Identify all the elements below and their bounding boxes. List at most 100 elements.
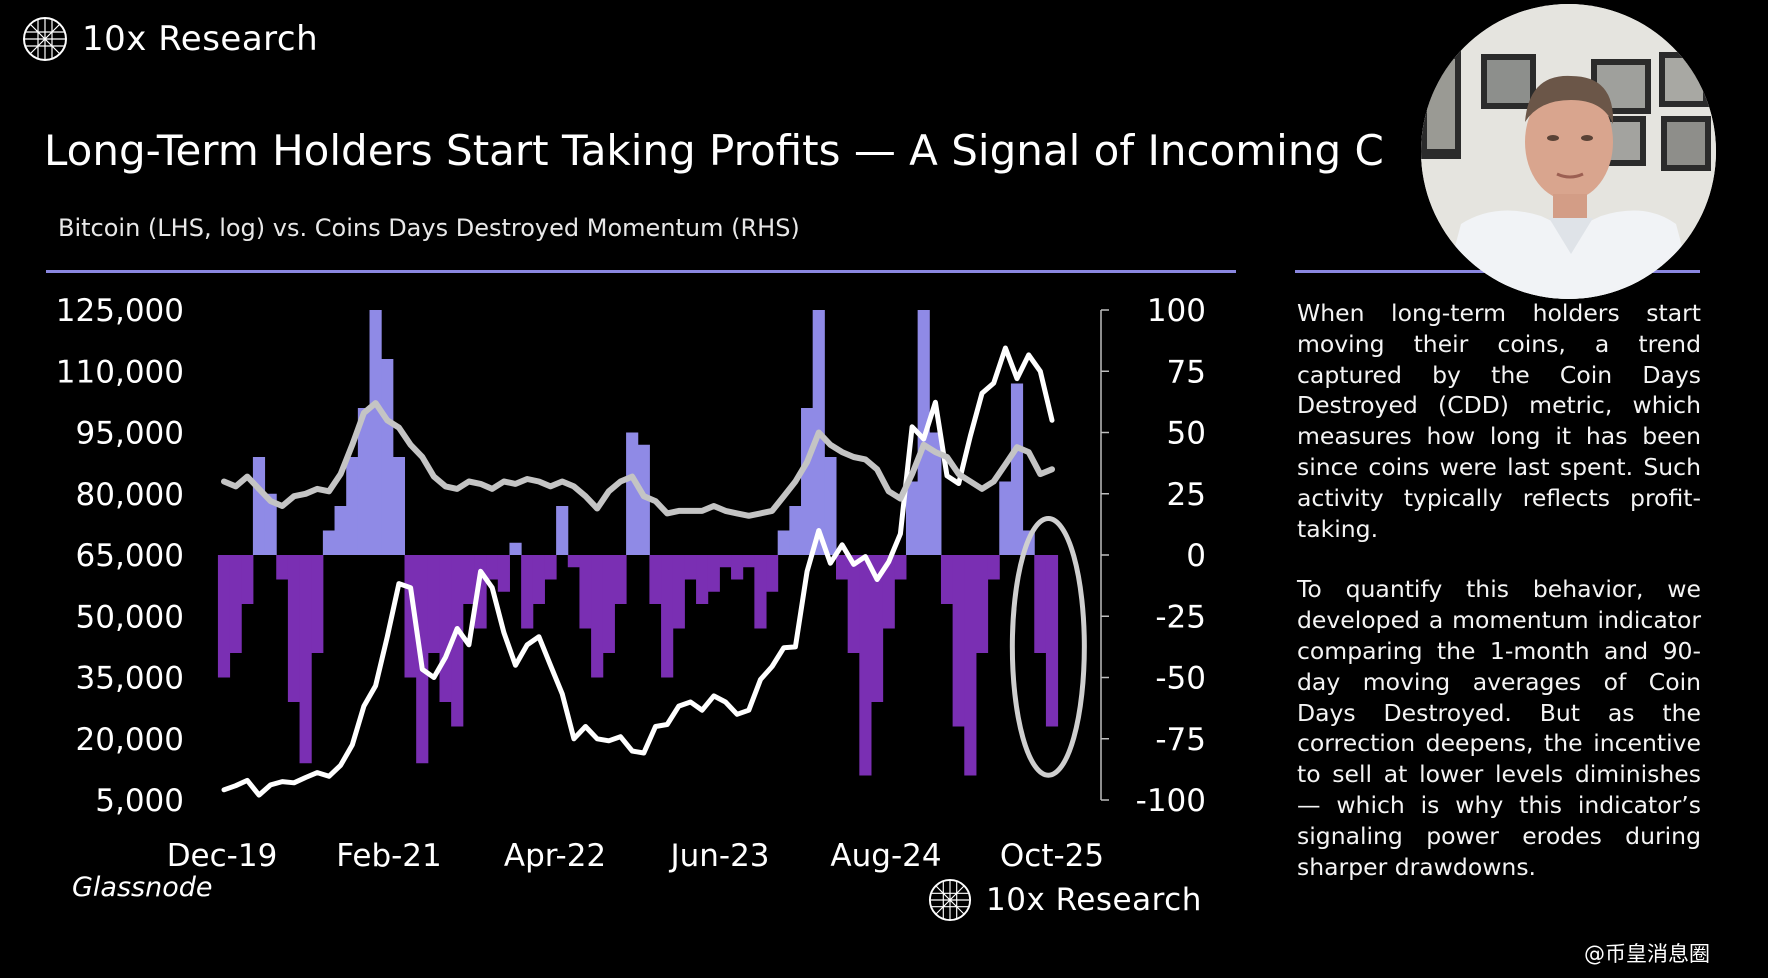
cdd-bar: [999, 481, 1012, 555]
cdd-bar: [870, 555, 884, 702]
cdd-bar: [486, 555, 499, 580]
watermark-text: @币皇消息圈: [1584, 942, 1710, 966]
globe-icon: [23, 17, 67, 61]
x-axis-tick-label: Apr-22: [504, 838, 606, 874]
left-axis-tick-label: 80,000: [76, 477, 184, 513]
watermark: @币皇消息圈: [1584, 938, 1710, 968]
cdd-bar: [509, 542, 522, 555]
cdd-bar: [626, 432, 639, 555]
cdd-bar: [905, 481, 919, 555]
commentary-paragraph-1: When long-term holders start moving thei…: [1297, 299, 1701, 543]
bitcoin-line: [221, 345, 1055, 798]
cdd-bar: [952, 555, 965, 727]
cdd-bar: [439, 555, 452, 702]
cdd-bar: [357, 408, 371, 555]
right-axis-tick-label: 0: [1186, 538, 1206, 574]
x-axis-tick-label: Aug-24: [830, 838, 941, 874]
cdd-bar: [929, 432, 942, 555]
brand-name: 10x Research: [82, 19, 319, 59]
cdd-bar: [602, 555, 615, 653]
cdd-bar: [462, 555, 475, 604]
cdd-bar: [1010, 383, 1024, 555]
left-axis-tick-label: 20,000: [76, 722, 184, 758]
cdd-bar: [579, 555, 592, 629]
left-axis-tick-label: 50,000: [76, 599, 184, 635]
cdd-bar: [1045, 555, 1059, 727]
left-axis-tick-label: 125,000: [56, 293, 184, 329]
cdd-bar: [334, 506, 347, 555]
right-axis-tick-label: 75: [1167, 354, 1206, 390]
cdd-bar: [346, 457, 359, 555]
page-title: Long-Term Holders Start Taking Profits —…: [44, 126, 1384, 175]
cdd-bar: [217, 555, 231, 678]
cdd-bar: [556, 506, 569, 555]
highlight-ellipse: [1009, 516, 1087, 778]
right-axis-tick-label: -75: [1155, 722, 1206, 758]
cdd-bar: [766, 555, 779, 592]
source-label: Glassnode: [72, 872, 213, 903]
x-axis-tick-label: Feb-21: [336, 838, 442, 874]
cdd-bar: [299, 555, 312, 764]
cdd-bar: [847, 555, 860, 653]
cdd-smoothed-line: [221, 400, 1055, 519]
right-axis-tick-label: 100: [1147, 293, 1206, 329]
cdd-bar: [777, 530, 790, 555]
cdd-bar: [229, 555, 242, 653]
cdd-bar: [754, 555, 767, 629]
cdd-bar: [451, 555, 464, 727]
cdd-bar: [241, 555, 254, 604]
cdd-bar: [964, 555, 977, 776]
cdd-bar: [859, 555, 872, 776]
commentary-paragraph-2: To quantify this behavior, we developed …: [1297, 575, 1701, 881]
brand-logo: 10x Research: [22, 16, 318, 62]
left-axis-tick-label: 35,000: [76, 661, 184, 697]
cdd-bar: [369, 310, 382, 555]
cdd-bar: [322, 530, 336, 555]
right-axis-tick-label: 25: [1167, 477, 1206, 513]
cdd-bar: [824, 457, 837, 555]
cdd-bar: [684, 555, 697, 580]
divider-left: [46, 270, 1236, 273]
cdd-bar: [544, 555, 557, 580]
footer-brand-name: 10x Research: [986, 882, 1202, 918]
x-axis-tick-label: Oct-25: [1000, 838, 1104, 874]
cdd-bar: [894, 555, 907, 580]
cdd-bar: [987, 555, 1000, 580]
cdd-bar: [1034, 555, 1047, 653]
footer-brand: 10x Research: [928, 878, 1202, 922]
cdd-bar: [276, 555, 289, 580]
cdd-bar: [614, 555, 627, 604]
right-axis-tick-label: 50: [1167, 416, 1206, 452]
cdd-bar: [975, 555, 989, 653]
left-axis-tick-label: 5,000: [95, 783, 184, 819]
right-axis-tick-label: -100: [1136, 783, 1206, 819]
x-axis-tick-label: Jun-23: [668, 838, 769, 874]
cdd-bar: [381, 359, 394, 555]
cdd-bar: [264, 493, 277, 555]
cdd-bar: [252, 457, 266, 555]
cdd-bar: [696, 555, 709, 604]
globe-icon: [928, 878, 972, 922]
left-axis-tick-label: 65,000: [76, 538, 184, 574]
cdd-bar: [311, 555, 324, 653]
cdd-bar: [940, 555, 954, 604]
cdd-bar: [532, 555, 545, 604]
cdd-bar: [672, 555, 685, 629]
cdd-bar: [836, 555, 849, 580]
left-axis-tick-label: 95,000: [76, 416, 184, 452]
cdd-bar: [521, 555, 534, 629]
chart: 125,000 110,000 95,000 80,000 65,000 50,000 35…: [56, 293, 1206, 874]
presenter-video: [1421, 4, 1716, 299]
cdd-bar: [801, 408, 814, 555]
cdd-bar: [731, 555, 744, 580]
cdd-bar: [591, 555, 604, 678]
chart-subtitle: Bitcoin (LHS, log) vs. Coins Days Destro…: [58, 214, 800, 242]
cdd-bar: [707, 555, 720, 592]
right-axis-tick-label: -50: [1155, 661, 1206, 697]
right-axis-tick-label: -25: [1155, 599, 1206, 635]
cdd-bar: [497, 555, 510, 592]
cdd-bar: [882, 555, 895, 629]
cdd-bar: [649, 555, 662, 604]
cdd-bar: [567, 555, 580, 568]
cdd-bar: [287, 555, 301, 702]
